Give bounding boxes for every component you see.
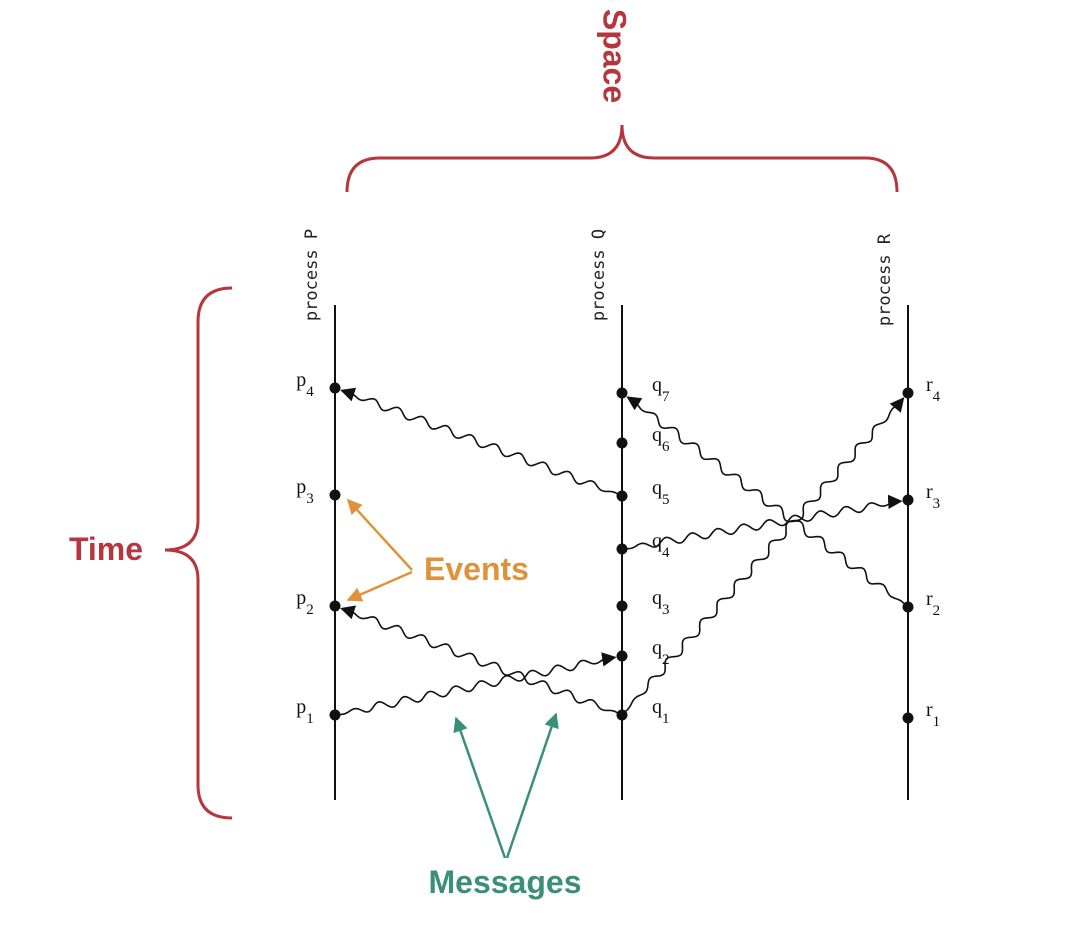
event-name: q (652, 637, 662, 659)
event-name: q (652, 424, 662, 446)
time-brace (164, 286, 233, 820)
event-index: 4 (933, 389, 941, 405)
event-name: r (926, 374, 933, 396)
messages-arrow (505, 712, 559, 859)
event-index: 1 (306, 711, 314, 727)
event-index: 3 (933, 496, 941, 512)
event-label: q4 (652, 530, 670, 561)
space-brace (345, 124, 899, 193)
event-name: q (652, 587, 662, 609)
event-label: p2 (296, 587, 314, 618)
event-index: 4 (306, 384, 314, 400)
event-label: r4 (926, 374, 941, 405)
message (621, 494, 903, 550)
event-dot (902, 712, 914, 724)
message (621, 397, 905, 716)
events-label: Events (424, 551, 529, 587)
message (334, 652, 617, 716)
event-dot (616, 437, 628, 449)
event-name: r (926, 588, 933, 610)
event-label: p4 (296, 369, 314, 400)
event-dot (329, 489, 341, 501)
event-name: p (296, 369, 306, 391)
event-index: 6 (662, 439, 670, 455)
messages-label: Messages (429, 864, 582, 900)
event-index: 2 (306, 602, 314, 618)
event-index: 1 (933, 714, 941, 730)
messages-arrow (453, 716, 507, 859)
event-index: 1 (662, 711, 670, 727)
event-label: q6 (652, 424, 670, 455)
event-index: 5 (662, 492, 670, 508)
event-label: q7 (652, 374, 670, 405)
event-index: 4 (662, 545, 670, 561)
event-name: r (926, 699, 933, 721)
process-label: process R (875, 233, 895, 326)
event-index: 3 (662, 602, 670, 618)
space-label: Space (597, 9, 633, 103)
event-label: q2 (652, 637, 670, 668)
process-label: process P (302, 229, 322, 321)
event-name: q (652, 374, 662, 396)
event-label: p1 (296, 696, 314, 727)
message (340, 387, 623, 497)
event-label: r1 (926, 699, 940, 730)
event-dot (616, 600, 628, 612)
event-dot (902, 494, 914, 506)
event-index: 2 (933, 603, 941, 619)
event-dot (616, 387, 628, 399)
event-dot (616, 650, 628, 662)
message (626, 396, 909, 608)
event-name: p (296, 476, 306, 498)
event-label: q1 (652, 696, 670, 727)
event-dot (902, 387, 914, 399)
event-name: q (652, 696, 662, 718)
event-dot (329, 600, 341, 612)
event-label: p3 (296, 476, 314, 507)
event-label: r2 (926, 588, 940, 619)
message (340, 605, 623, 716)
event-label: r3 (926, 481, 940, 512)
event-index: 7 (662, 389, 670, 405)
event-name: q (652, 530, 662, 552)
event-name: p (296, 587, 306, 609)
event-index: 3 (306, 491, 314, 507)
events-arrow (346, 498, 413, 571)
event-name: p (296, 696, 306, 718)
event-label: q3 (652, 587, 670, 618)
events-arrow (346, 570, 413, 602)
time-label: Time (69, 531, 143, 567)
event-name: r (926, 481, 933, 503)
event-dot (329, 382, 341, 394)
event-label: q5 (652, 477, 670, 508)
process-label: process Q (589, 229, 609, 321)
event-name: q (652, 477, 662, 499)
